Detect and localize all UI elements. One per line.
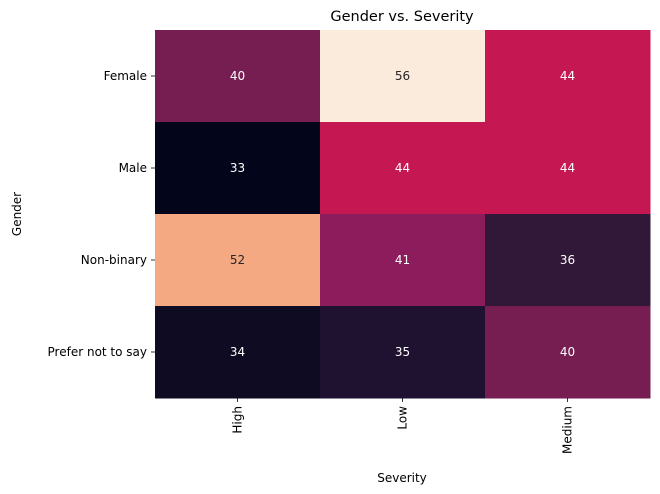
x-tick-label: High <box>231 406 245 434</box>
cell-value-label: 34 <box>230 345 245 359</box>
y-tick-label: Prefer not to say <box>48 345 147 359</box>
heatmap-cell-3-0 <box>155 306 321 399</box>
cell-value-label: 40 <box>560 345 575 359</box>
cell-value-label: 36 <box>560 253 575 267</box>
heatmap-cell-0-2 <box>485 30 651 123</box>
heatmap-cell-1-0 <box>155 122 321 215</box>
heatmap-cell-3-2 <box>485 306 651 399</box>
cell-value-label: 41 <box>395 253 410 267</box>
x-tick-label: Medium <box>561 406 575 454</box>
cell-value-label: 44 <box>560 161 575 175</box>
heatmap-cell-2-2 <box>485 214 651 307</box>
heatmap-cell-3-1 <box>320 306 486 399</box>
cell-value-label: 52 <box>230 253 245 267</box>
cell-value-label: 44 <box>560 69 575 83</box>
heatmap-cell-1-2 <box>485 122 651 215</box>
chart-title: Gender vs. Severity <box>330 9 474 25</box>
cell-value-label: 40 <box>230 69 245 83</box>
heatmap-cell-0-0 <box>155 30 321 123</box>
cell-value-label: 56 <box>395 69 410 83</box>
x-tick-label: Low <box>396 406 410 430</box>
cell-value-label: 33 <box>230 161 245 175</box>
heatmap-cells: 40 56 44 33 44 44 52 41 36 34 35 40 <box>155 30 651 399</box>
y-tick-label: Female <box>104 69 147 83</box>
heatmap-cell-0-1 <box>320 30 486 123</box>
x-axis-label: Severity <box>377 471 427 485</box>
heatmap-cell-1-1 <box>320 122 486 215</box>
x-axis-ticks: High Low Medium <box>231 398 575 454</box>
y-tick-label: Male <box>119 161 147 175</box>
heatmap-cell-2-1 <box>320 214 486 307</box>
y-tick-label: Non-binary <box>81 253 147 267</box>
heatmap-cell-2-0 <box>155 214 321 307</box>
cell-value-label: 35 <box>395 345 410 359</box>
cell-value-label: 44 <box>395 161 410 175</box>
y-axis-ticks: Female Male Non-binary Prefer not to say <box>48 69 155 359</box>
y-axis-label: Gender <box>10 192 24 236</box>
